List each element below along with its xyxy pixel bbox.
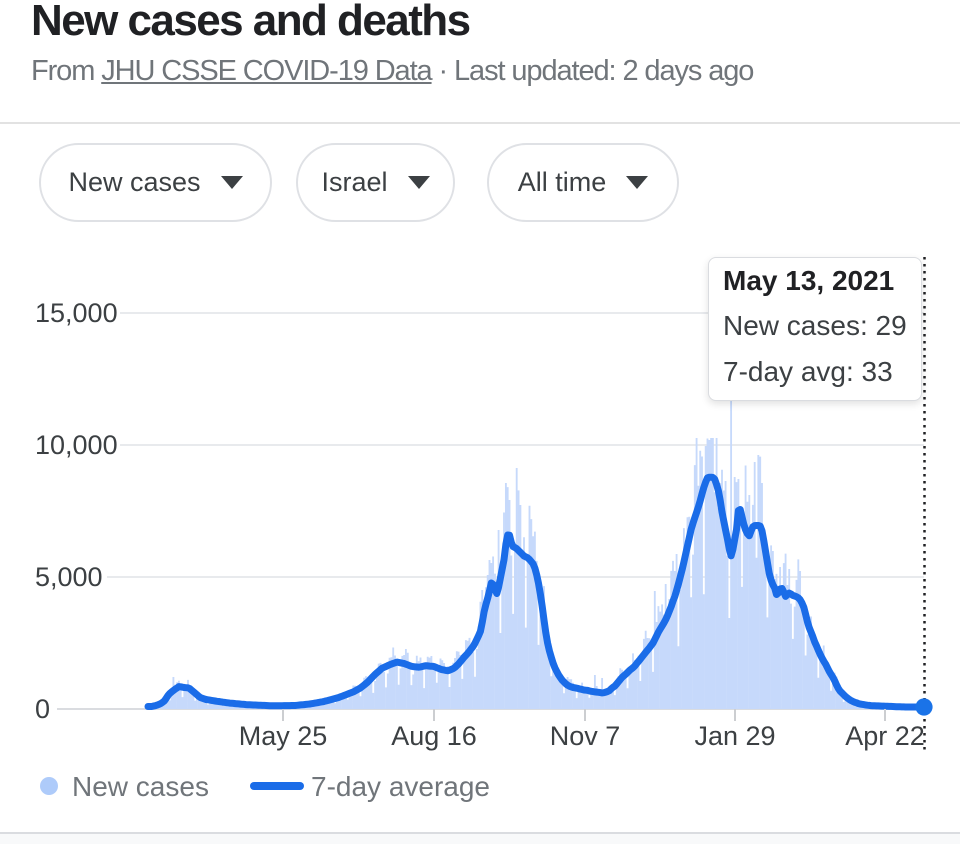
svg-text:May 25: May 25 [239, 721, 328, 751]
svg-text:0: 0 [35, 694, 50, 724]
svg-text:Apr 22: Apr 22 [845, 721, 925, 751]
svg-text:Nov 7: Nov 7 [550, 721, 621, 751]
svg-text:Jan 29: Jan 29 [694, 721, 775, 751]
svg-text:10,000: 10,000 [35, 430, 118, 460]
svg-text:7-day average: 7-day average [311, 771, 490, 802]
svg-text:New cases: New cases [72, 771, 209, 802]
svg-text:5,000: 5,000 [35, 562, 103, 592]
svg-text:15,000: 15,000 [35, 298, 118, 328]
svg-text:Aug 16: Aug 16 [391, 721, 477, 751]
